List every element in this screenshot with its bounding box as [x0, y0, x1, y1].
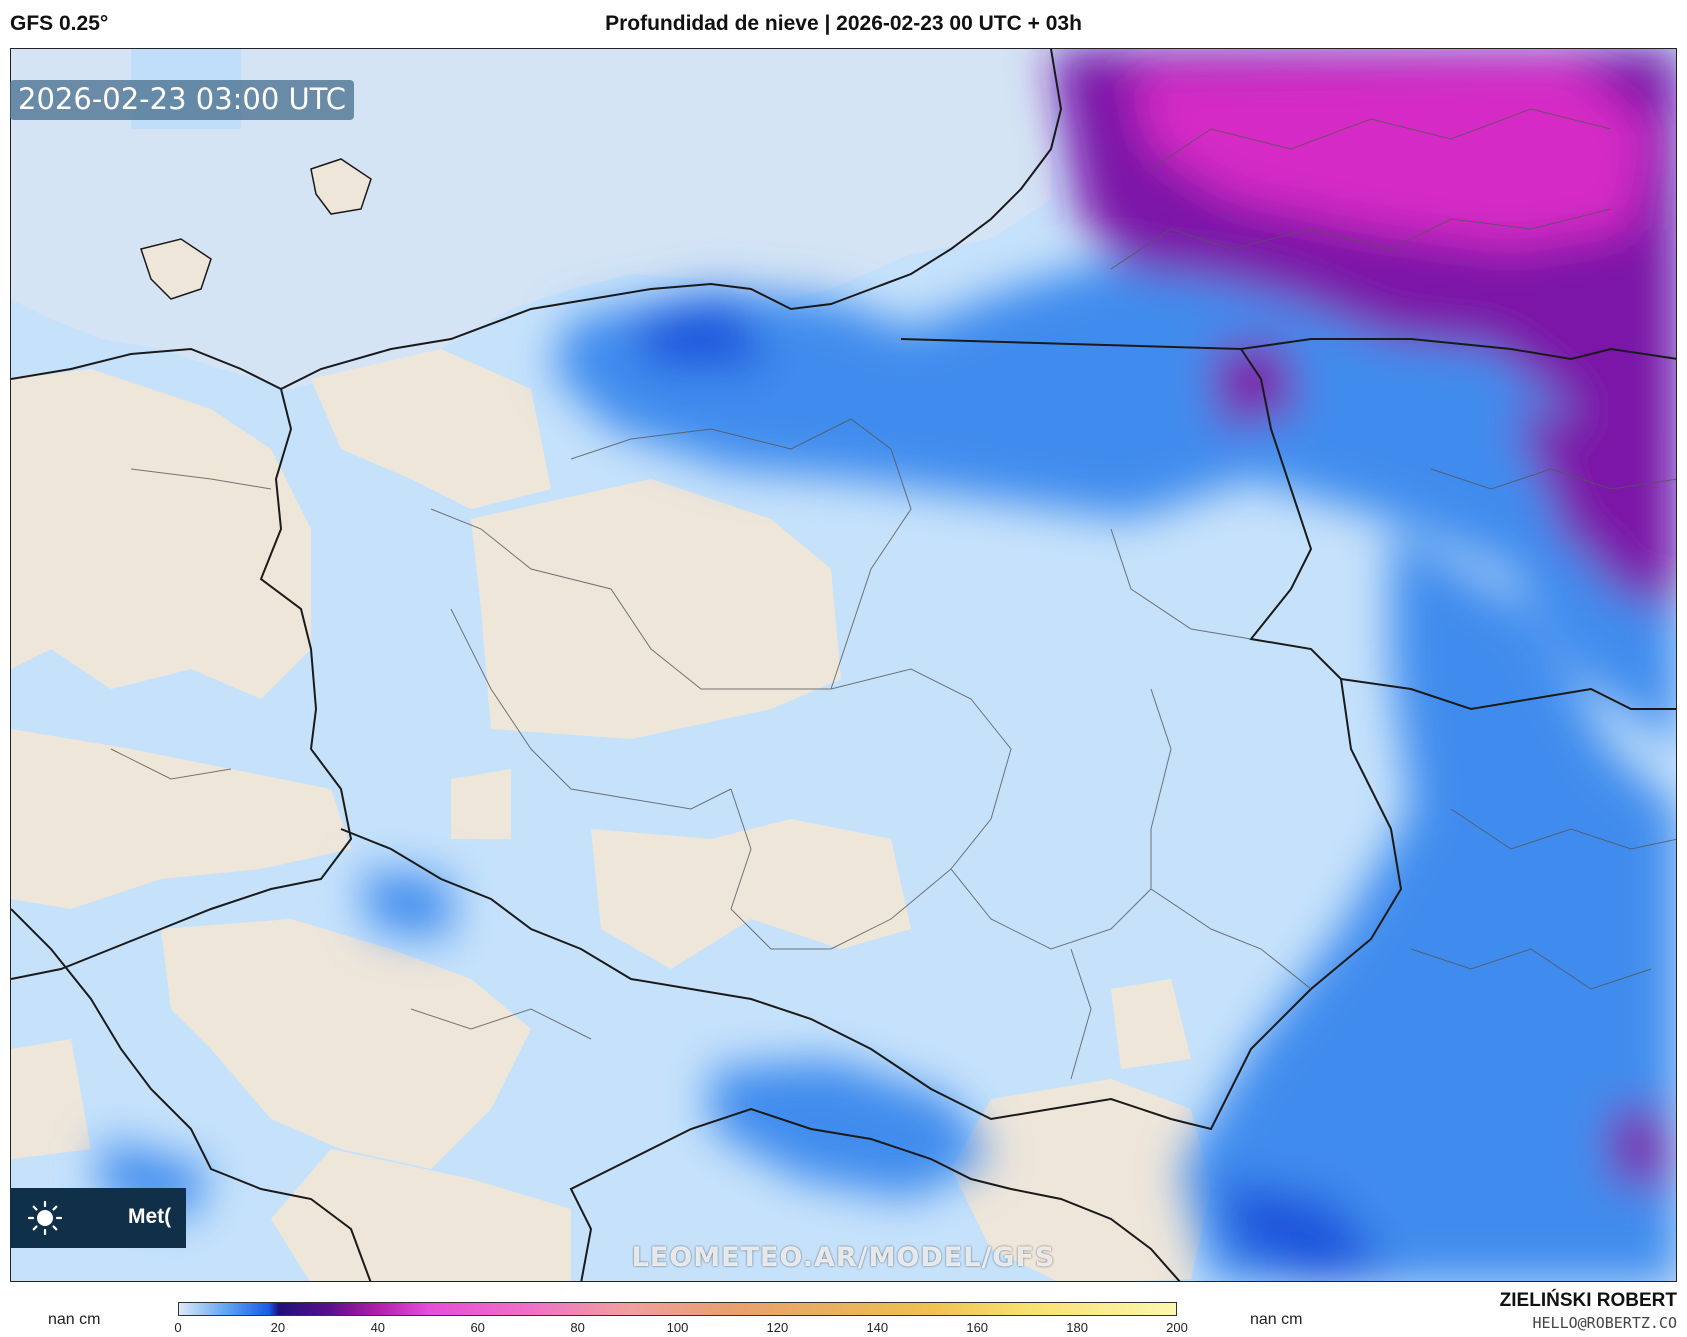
logo-badge[interactable]: Met(	[10, 1188, 186, 1248]
colorbar-tick: 120	[766, 1320, 789, 1335]
snow-depth-map[interactable]	[10, 48, 1677, 1282]
regional-borders	[110, 108, 1676, 1080]
colorbar-tick: 140	[866, 1320, 889, 1335]
bare-land	[11, 349, 1211, 1281]
colorbar-tick: 60	[470, 1320, 485, 1335]
colorbar-unit-right: nan cm	[1250, 1311, 1303, 1328]
model-label: GFS 0.25°	[10, 12, 109, 35]
colorbar-unit-left: nan cm	[48, 1311, 101, 1328]
colorbar-tick: 40	[370, 1320, 386, 1335]
snow-intensity	[101, 49, 1676, 1281]
valid-time-stamp: 2026-02-23 03:00 UTC	[10, 80, 355, 120]
map-canvas	[11, 49, 1676, 1281]
author-name: ZIELIŃSKI ROBERT	[1499, 1290, 1677, 1311]
country-borders	[11, 49, 1676, 1281]
colorbar	[178, 1302, 1177, 1316]
sun-icon	[28, 1201, 62, 1235]
colorbar-tick: 200	[1166, 1320, 1188, 1335]
colorbar-tick: 0	[174, 1320, 182, 1335]
baltic-sea	[11, 49, 1051, 389]
author-email[interactable]: HELLO@ROBERTZ.CO	[1532, 1314, 1678, 1332]
watermark: LEOMETEO.AR/MODEL/GFS	[631, 1242, 1056, 1273]
chart-title: Profundidad de nieve | 2026-02-23 00 UTC…	[605, 12, 1082, 35]
logo-text: Met(	[128, 1205, 172, 1228]
colorbar-tick: 160	[966, 1320, 989, 1335]
colorbar-tick: 20	[270, 1320, 286, 1335]
colorbar-tick: 180	[1066, 1320, 1088, 1335]
colorbar-tick: 100	[666, 1320, 689, 1335]
colorbar-ticks: 0 20 40 60 80 100 120 140 160 180 200	[174, 1316, 1187, 1336]
colorbar-tick: 80	[570, 1320, 585, 1335]
islands	[140, 158, 372, 300]
